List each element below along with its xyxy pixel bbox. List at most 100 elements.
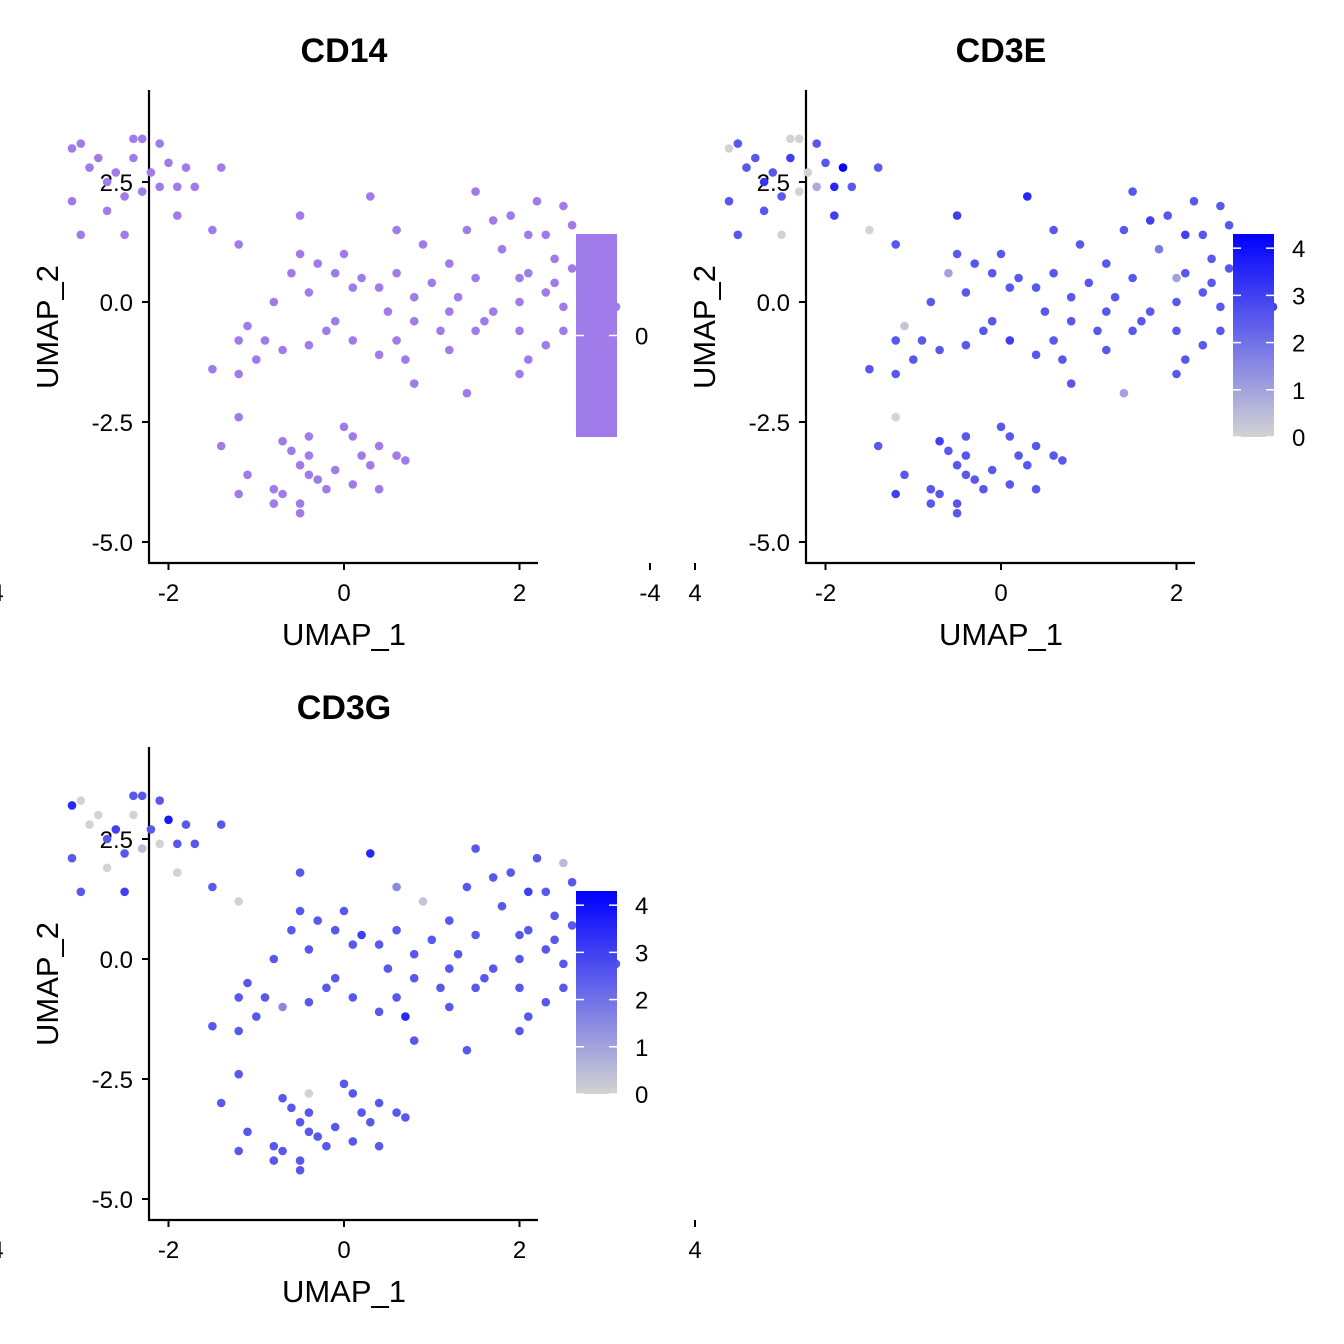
cell-point: [76, 796, 86, 805]
cell-point: [733, 139, 743, 148]
colorbar-label: 1: [1292, 378, 1305, 405]
x-axis-label: UMAP_1: [282, 1274, 406, 1309]
cell-point: [190, 182, 200, 192]
cell-point: [278, 1146, 287, 1156]
cell-point: [1128, 326, 1137, 336]
cell-point: [111, 168, 121, 177]
cell-point: [1005, 283, 1015, 292]
cell-point: [330, 465, 340, 475]
cell-point: [173, 868, 182, 877]
cell-point: [234, 412, 243, 422]
cell-point: [330, 268, 340, 278]
cell-point: [1066, 379, 1076, 388]
cell-point: [830, 211, 839, 220]
cell-point: [515, 273, 524, 283]
y-tick-label: 0.0: [100, 290, 133, 317]
y-axis-label: UMAP_2: [30, 922, 65, 1046]
cell-point: [295, 211, 305, 220]
cell-point: [313, 475, 323, 484]
cell-point: [1172, 369, 1181, 379]
cell-point: [155, 796, 164, 805]
plot-title: CD3E: [956, 32, 1047, 70]
cell-point: [559, 959, 568, 969]
cell-point: [1023, 192, 1032, 201]
cell-point: [348, 432, 358, 441]
cell-point: [287, 925, 296, 935]
cell-point: [541, 230, 551, 240]
cell-point: [295, 460, 305, 470]
cell-point: [409, 973, 419, 983]
cell-point: [374, 1098, 384, 1108]
cell-point: [1119, 388, 1129, 398]
cell-point: [812, 182, 821, 192]
cell-point: [190, 839, 200, 849]
cell-point: [374, 350, 384, 360]
cell-point: [216, 1098, 226, 1108]
cell-point: [269, 954, 279, 964]
cell-point: [94, 810, 103, 820]
cell-point: [865, 364, 874, 374]
cell-point: [926, 484, 936, 494]
cell-point: [891, 336, 900, 345]
cell-point: [794, 134, 804, 144]
colorbar: [576, 891, 617, 1094]
cell-point: [278, 436, 287, 446]
cell-point: [1216, 302, 1225, 312]
cell-point: [471, 844, 480, 853]
cell-point: [1049, 451, 1058, 460]
cell-point: [392, 993, 401, 1002]
cell-point: [952, 508, 962, 518]
cell-point: [1198, 288, 1208, 297]
cell-point: [348, 283, 358, 292]
cell-point: [524, 887, 533, 897]
cell-point: [873, 163, 883, 172]
cell-point: [357, 930, 366, 940]
cell-point: [515, 1026, 524, 1036]
y-tick-label: 0.0: [757, 290, 790, 317]
cell-point: [1172, 273, 1181, 283]
cell-point: [295, 508, 305, 518]
cell-point: [155, 182, 164, 192]
cell-point: [1198, 230, 1208, 240]
y-tick-label: -5.0: [92, 530, 133, 557]
colorbar-label: 0: [635, 1082, 648, 1109]
cell-point: [129, 791, 138, 801]
cell-point: [847, 182, 857, 192]
cell-point: [304, 997, 314, 1007]
cell-point: [374, 1007, 384, 1017]
cell-point: [944, 268, 953, 278]
cell-point: [987, 465, 997, 475]
cell-point: [374, 1141, 384, 1151]
cell-point: [322, 326, 331, 336]
cell-point: [1031, 350, 1041, 360]
cell-point: [1110, 292, 1120, 302]
cell-point: [1102, 307, 1111, 316]
cell-point: [1137, 316, 1146, 326]
cell-point: [392, 336, 401, 345]
colorbar-label: 0: [1292, 425, 1305, 452]
colorbar-label: 4: [1292, 236, 1305, 263]
cell-point: [952, 460, 962, 470]
cell-point: [1145, 307, 1155, 316]
cell-point: [146, 168, 156, 177]
cell-point: [759, 177, 769, 187]
cell-point: [821, 158, 830, 168]
cell-point: [462, 882, 472, 892]
cell-point: [208, 882, 217, 892]
cell-point: [1031, 283, 1041, 292]
cell-point: [339, 906, 349, 916]
cell-point: [366, 849, 375, 858]
cell-point: [917, 336, 927, 345]
cell-point: [409, 949, 419, 959]
cell-point: [961, 288, 971, 297]
cell-point: [445, 916, 454, 925]
cell-point: [1181, 268, 1190, 278]
cell-point: [794, 187, 804, 196]
cell-point: [524, 230, 533, 240]
cell-point: [348, 480, 358, 489]
cell-point: [506, 868, 515, 877]
cell-point: [181, 163, 191, 172]
cell-point: [76, 230, 86, 240]
cell-point: [926, 499, 936, 508]
